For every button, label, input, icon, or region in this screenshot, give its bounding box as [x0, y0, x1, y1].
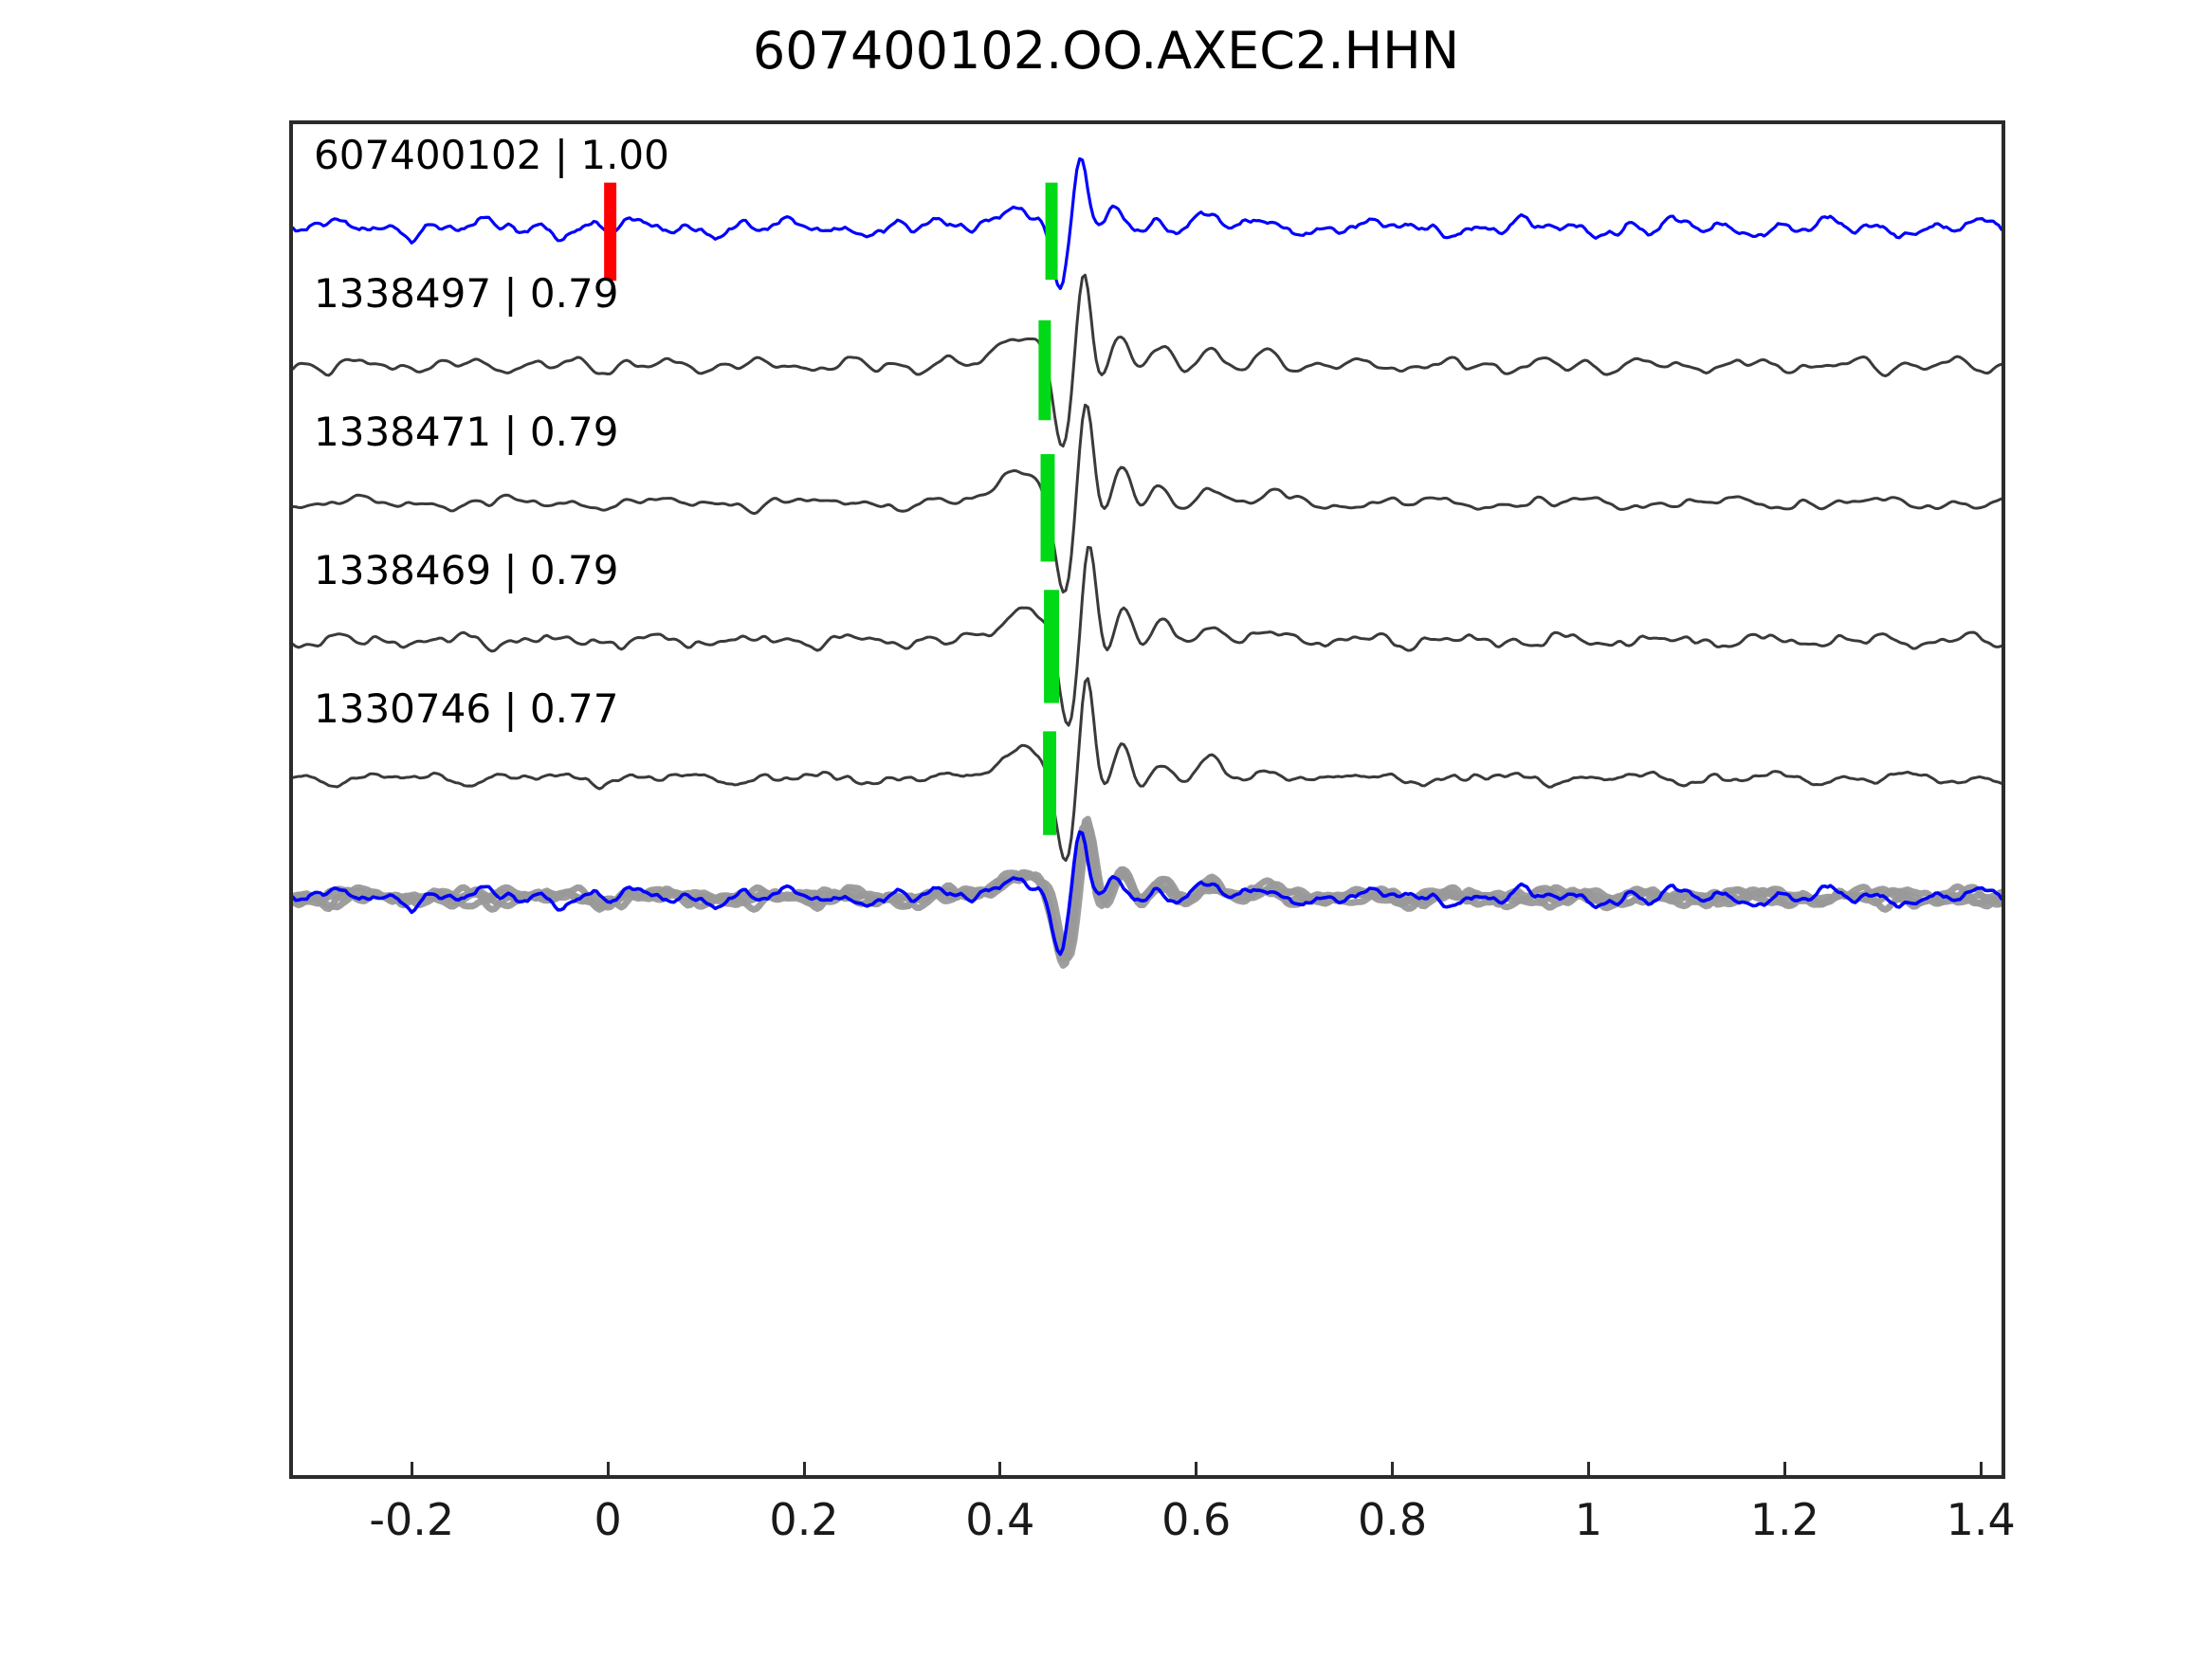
- x-axis-tickmark: [1195, 1462, 1198, 1479]
- waveform-trace: [293, 273, 2002, 448]
- page-title: 607400102.OO.AXEC2.HHN: [752, 21, 1460, 81]
- x-axis-tickmark: [998, 1462, 1002, 1479]
- x-axis-tickmark: [1979, 1462, 1983, 1479]
- waveform-plot: [293, 156, 2002, 969]
- x-axis-tick-label: 1.4: [1946, 1494, 2016, 1545]
- x-axis-tickmark: [606, 1462, 610, 1479]
- phase-pick-marker: [1040, 454, 1055, 562]
- x-axis-tick-label: 1: [1574, 1494, 1603, 1545]
- waveform-trace: [293, 677, 2002, 863]
- x-axis-tickmark: [802, 1462, 806, 1479]
- x-axis-tick-label: 0: [594, 1494, 622, 1545]
- waveform-trace: [293, 403, 2002, 594]
- phase-pick-marker: [1045, 182, 1058, 281]
- trace-label-1338469: 1338469 | 0.79: [314, 547, 619, 593]
- phase-pick-marker: [1044, 590, 1060, 703]
- origin-pick-marker: [604, 182, 617, 282]
- trace-label-1330746: 1330746 | 0.77: [314, 685, 619, 732]
- trace-label-1338497: 1338497 | 0.79: [314, 270, 619, 317]
- waveform-trace: [293, 545, 2002, 727]
- trace-label-1338471: 1338471 | 0.79: [314, 409, 619, 455]
- plot-axes: [289, 120, 2005, 1479]
- phase-pick-marker: [1038, 319, 1051, 421]
- x-axis-tickmark: [1586, 1462, 1590, 1479]
- x-axis-tickmark: [1391, 1462, 1395, 1479]
- x-axis-tickmark: [1782, 1462, 1786, 1479]
- x-axis-tick-label: 0.6: [1161, 1494, 1232, 1545]
- waveform-trace: [293, 830, 2002, 957]
- phase-pick-marker: [1043, 731, 1057, 835]
- x-axis-tick-label: 1.2: [1749, 1494, 1819, 1545]
- x-axis-tickmark: [410, 1462, 413, 1479]
- x-axis-tick-label: -0.2: [369, 1494, 455, 1545]
- x-axis-tick-label: 0.2: [769, 1494, 839, 1545]
- trace-label-607400102: 607400102 | 1.00: [314, 132, 669, 178]
- x-axis-tick-label: 0.8: [1357, 1494, 1428, 1545]
- waveform-trace: [293, 156, 2002, 290]
- x-axis-tick-label: 0.4: [965, 1494, 1035, 1545]
